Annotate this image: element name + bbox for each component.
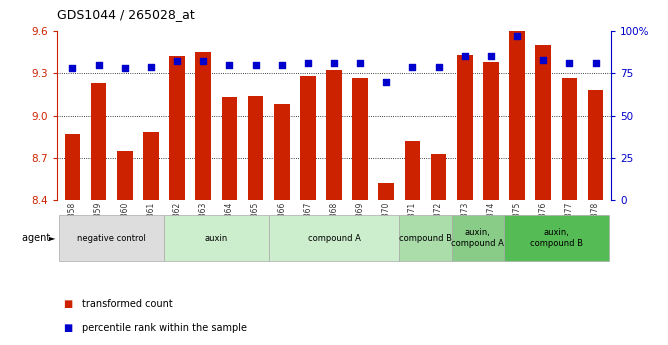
Bar: [300, 76, 316, 200]
Bar: [535, 45, 551, 200]
Text: agent: agent: [22, 233, 53, 243]
Bar: [274, 104, 289, 200]
Point: [250, 62, 261, 68]
Text: auxin,
compound B: auxin, compound B: [530, 228, 582, 248]
Point: [512, 33, 522, 39]
Bar: [117, 151, 133, 200]
Point: [564, 60, 574, 66]
Bar: [269, 215, 399, 261]
Text: GDS1044 / 265028_at: GDS1044 / 265028_at: [57, 8, 194, 21]
Bar: [483, 62, 499, 200]
Point: [120, 66, 130, 71]
Point: [277, 62, 287, 68]
Text: ►: ►: [49, 234, 55, 243]
Point: [355, 60, 365, 66]
Point: [486, 54, 496, 59]
Bar: [352, 78, 368, 200]
Bar: [509, 31, 525, 200]
Point: [172, 59, 182, 64]
Bar: [169, 56, 185, 200]
Bar: [248, 96, 263, 200]
Bar: [326, 70, 342, 200]
Text: compound A: compound A: [307, 234, 361, 243]
Text: transformed count: transformed count: [82, 299, 173, 308]
Point: [94, 62, 104, 68]
Bar: [504, 215, 609, 261]
Point: [591, 60, 601, 66]
Point: [538, 57, 548, 62]
Point: [381, 79, 391, 85]
Text: compound B: compound B: [399, 234, 452, 243]
Bar: [143, 132, 159, 200]
Bar: [59, 215, 164, 261]
Bar: [65, 134, 80, 200]
Bar: [457, 55, 473, 200]
Point: [198, 59, 208, 64]
Point: [67, 66, 77, 71]
Text: negative control: negative control: [77, 234, 146, 243]
Text: percentile rank within the sample: percentile rank within the sample: [82, 323, 247, 333]
Bar: [196, 52, 211, 200]
Bar: [588, 90, 603, 200]
Bar: [405, 141, 420, 200]
Point: [434, 64, 444, 69]
Text: ■: ■: [63, 299, 73, 308]
Bar: [452, 215, 504, 261]
Point: [460, 54, 470, 59]
Point: [303, 60, 313, 66]
Text: auxin,
compound A: auxin, compound A: [452, 228, 504, 248]
Text: ■: ■: [63, 323, 73, 333]
Bar: [222, 97, 237, 200]
Point: [146, 64, 156, 69]
Bar: [399, 215, 452, 261]
Text: auxin: auxin: [204, 234, 228, 243]
Bar: [431, 154, 446, 200]
Point: [224, 62, 234, 68]
Bar: [164, 215, 269, 261]
Bar: [379, 183, 394, 200]
Bar: [562, 78, 577, 200]
Point: [407, 64, 418, 69]
Bar: [91, 83, 106, 200]
Point: [329, 60, 339, 66]
